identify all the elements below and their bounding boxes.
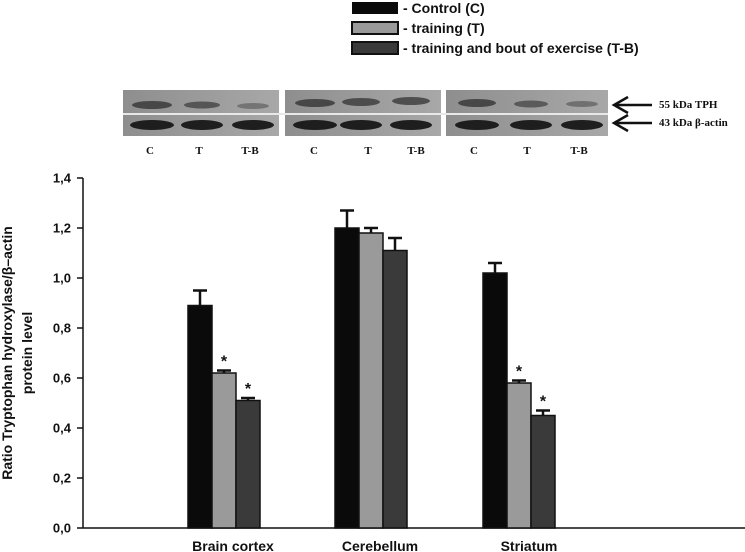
blot-band-tph xyxy=(184,101,220,109)
blot-lane-label: T-B xyxy=(407,145,425,157)
y-ticks: 0,0 0,2 0,4 0,6 0,8 1,0 1,2 1,4 xyxy=(53,171,83,536)
blot-lane-label: C xyxy=(470,145,478,157)
y-tick-label: 0,8 xyxy=(53,321,71,336)
blot-band-actin xyxy=(293,120,337,130)
blot-band-tph xyxy=(458,99,496,107)
significance-marker: * xyxy=(516,364,523,381)
bar xyxy=(235,399,261,529)
blot-band-label-tph: 55 kDa TPH xyxy=(659,99,718,111)
blot-band-tph xyxy=(392,97,430,105)
blot-band-tph xyxy=(295,99,335,107)
y-tick-label: 0,2 xyxy=(53,471,71,486)
blot-band-actin xyxy=(232,120,274,130)
y-tick-label: 0,4 xyxy=(53,421,72,436)
category-labels: Brain cortex Cerebellum Striatum xyxy=(192,538,557,552)
y-tick-label: 1,0 xyxy=(53,271,71,286)
blot-band-actin xyxy=(561,120,603,130)
blot-band-actin xyxy=(455,120,499,130)
legend-label-training: - training (T) xyxy=(403,20,485,36)
bars: * * * * xyxy=(187,209,556,529)
significance-marker: * xyxy=(540,394,547,411)
legend-label-control: - Control (C) xyxy=(403,0,485,16)
y-tick-label: 1,2 xyxy=(53,221,71,236)
arrow-left-icon xyxy=(611,113,652,133)
bar xyxy=(211,372,237,529)
x-category-label: Striatum xyxy=(501,538,558,552)
bar xyxy=(482,272,508,529)
blot-band-actin xyxy=(130,120,174,130)
legend-label-training-bout: - training and bout of exercise (T-B) xyxy=(403,40,639,56)
bar xyxy=(334,227,360,529)
significance-marker: * xyxy=(221,354,228,371)
legend-swatch-training xyxy=(351,21,399,35)
x-category-label: Brain cortex xyxy=(192,538,274,552)
blot-band-actin xyxy=(390,120,432,130)
blot-band-actin xyxy=(340,120,382,130)
blot-lane-label: T-B xyxy=(241,145,259,157)
legend-swatch-control xyxy=(352,2,398,14)
y-tick-label: 0,0 xyxy=(53,521,71,536)
blot-lane-label: T xyxy=(364,145,372,157)
bar xyxy=(358,232,384,529)
blot-band-label-actin: 43 kDa β-actin xyxy=(659,117,728,129)
x-category-label: Cerebellum xyxy=(342,538,418,552)
bar xyxy=(382,249,408,529)
bar xyxy=(506,382,532,529)
significance-marker: * xyxy=(245,381,252,398)
blot-band-tph xyxy=(132,101,172,109)
bar xyxy=(530,414,556,529)
blot-band-actin xyxy=(510,120,552,130)
y-tick-label: 0,6 xyxy=(53,371,71,386)
y-axis-label: Ratio Tryptophan hydroxylase/β–actin xyxy=(0,226,15,480)
legend-swatch-training-bout xyxy=(351,41,399,55)
blot-band-tph xyxy=(342,98,380,106)
blot-lane-label: C xyxy=(310,145,318,157)
blot-band-tph xyxy=(237,103,269,109)
y-axis-label: protein level xyxy=(19,312,35,394)
legend: - Control (C) - training (T) - training … xyxy=(351,0,639,56)
bar xyxy=(187,304,213,529)
blot-lane-label: T-B xyxy=(570,145,588,157)
western-blot: C T T-B C T T-B C T T-B 55 kDa TPH 43 kD… xyxy=(123,90,728,157)
arrow-left-icon xyxy=(611,95,652,115)
blot-band-actin xyxy=(181,120,223,130)
blot-band-tph xyxy=(566,101,598,107)
y-tick-label: 1,4 xyxy=(53,171,72,186)
y-axis: 0,0 0,2 0,4 0,6 0,8 1,0 1,2 1,4 xyxy=(53,171,84,536)
blot-lane-label: C xyxy=(146,145,154,157)
blot-band-tph xyxy=(514,100,548,108)
blot-lane-label: T xyxy=(195,145,203,157)
blot-lane-label: T xyxy=(523,145,531,157)
